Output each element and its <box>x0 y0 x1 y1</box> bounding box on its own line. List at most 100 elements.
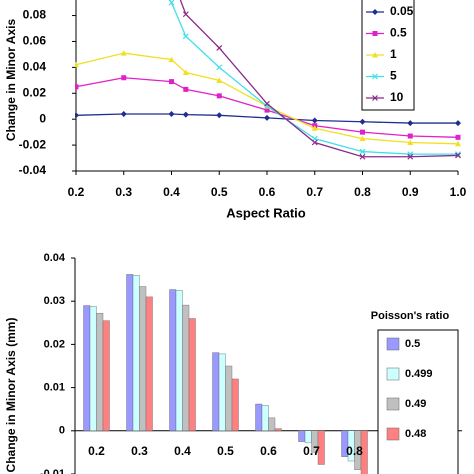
y-tick-label: 0.08 <box>23 8 47 22</box>
legend-label: 10 <box>390 90 404 104</box>
marker <box>372 31 378 36</box>
marker <box>455 140 461 147</box>
bar <box>102 320 110 432</box>
marker <box>359 118 366 125</box>
marker <box>121 75 127 81</box>
bar <box>360 430 368 474</box>
marker <box>372 52 378 58</box>
y-tick-label: 0.04 <box>44 252 66 264</box>
y-tick-label: 0.03 <box>44 295 65 307</box>
y-tick-label: 0.02 <box>23 85 47 99</box>
marker <box>216 64 223 71</box>
legend-label: 0.48 <box>405 428 426 440</box>
bar <box>96 313 104 431</box>
bar <box>89 306 97 432</box>
x-tick-label: 0.9 <box>402 185 419 199</box>
marker <box>216 45 223 51</box>
marker <box>359 153 366 160</box>
marker <box>75 61 79 68</box>
x-tick-label: 0.3 <box>115 185 132 199</box>
bar <box>132 275 140 432</box>
marker <box>182 69 189 76</box>
marker <box>455 120 461 127</box>
legend-swatch <box>386 337 400 351</box>
y-tick-label: 0 <box>39 111 46 125</box>
bar <box>304 430 312 444</box>
marker <box>264 100 270 107</box>
bar <box>317 430 325 465</box>
marker <box>216 112 223 119</box>
legend-swatch <box>386 397 400 411</box>
bar <box>225 365 233 432</box>
marker <box>407 139 414 145</box>
bar <box>169 289 177 432</box>
bar <box>298 430 306 442</box>
y-axis-label: Change in Minor Axis <box>4 19 18 142</box>
series-line <box>179 0 459 158</box>
marker <box>407 133 413 139</box>
marker <box>120 111 127 117</box>
bar <box>182 304 190 432</box>
x-tick-label: 0.6 <box>260 444 277 458</box>
marker <box>311 125 318 131</box>
legend-label: 5 <box>390 69 397 83</box>
marker <box>455 152 461 159</box>
x-tick-label: 0.7 <box>303 444 320 458</box>
marker <box>216 77 223 83</box>
bar <box>175 290 183 431</box>
bar <box>145 296 153 432</box>
legend-title: Poisson's ratio <box>371 310 450 322</box>
legend-label: 0.5 <box>405 338 420 350</box>
legend-swatch <box>386 367 400 381</box>
marker <box>264 107 270 113</box>
marker <box>372 9 378 15</box>
legend-label: 0.05 <box>390 4 414 18</box>
x-tick-label: 0.3 <box>131 444 148 458</box>
y-tick-label: 0.01 <box>44 382 65 394</box>
marker <box>168 0 175 6</box>
y-tick-label: 0.04 <box>23 60 47 74</box>
y-tick-label: 0.06 <box>23 34 47 48</box>
bar <box>274 428 282 432</box>
series-line <box>168 0 458 155</box>
y-tick-label: -0.02 <box>19 137 47 151</box>
legend-label: 0.49 <box>405 398 426 410</box>
series-line <box>75 113 458 124</box>
marker <box>75 84 79 90</box>
bar <box>218 353 226 431</box>
marker <box>120 50 127 56</box>
marker <box>168 111 175 117</box>
x-tick-label: 0.5 <box>217 444 234 458</box>
marker <box>360 129 365 135</box>
marker <box>455 134 461 140</box>
x-tick-label: 0.2 <box>68 185 85 199</box>
marker <box>372 73 378 80</box>
bar <box>231 378 239 431</box>
x-tick-label: 1.0 <box>450 185 467 199</box>
x-tick-label: 0.4 <box>174 444 191 458</box>
marker <box>359 135 366 142</box>
marker <box>183 86 189 92</box>
series-line <box>75 77 459 138</box>
x-tick-label: 0.7 <box>306 185 323 199</box>
y-tick-label: -0.04 <box>19 163 47 177</box>
x-tick-label: 0.4 <box>163 185 180 199</box>
marker <box>75 112 79 119</box>
marker <box>359 148 366 155</box>
bar <box>188 318 196 432</box>
legend-label: 0.5 <box>390 26 407 40</box>
marker <box>372 95 378 101</box>
marker <box>182 33 189 40</box>
x-tick-label: 0.8 <box>354 185 371 199</box>
marker <box>407 153 414 160</box>
y-tick-label: 0.02 <box>44 338 65 350</box>
marker <box>168 56 175 63</box>
y-tick-label: -0.01 <box>40 468 65 474</box>
bar <box>261 405 269 432</box>
legend-swatch <box>386 427 400 441</box>
marker <box>311 117 318 124</box>
marker <box>216 93 222 99</box>
marker <box>264 114 270 121</box>
y-axis-label: Change in Minor Axis (mm) <box>4 318 18 473</box>
y-tick-label: 0 <box>59 425 65 437</box>
